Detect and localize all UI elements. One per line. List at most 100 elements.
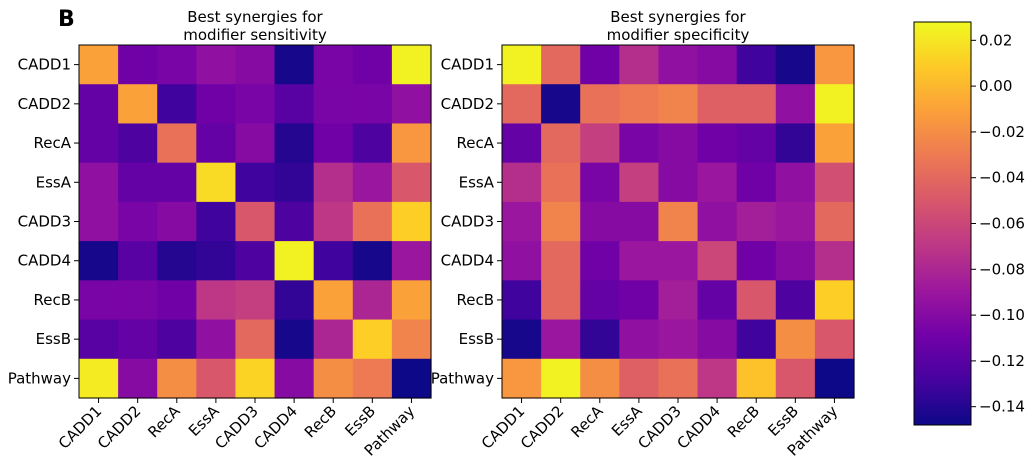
heatmap-cell-3-7	[775, 162, 816, 203]
heatmap-cell-2-7	[775, 123, 816, 164]
heatmap-cell-0-6	[313, 45, 354, 85]
heatmap-cell-5-4	[658, 241, 699, 281]
heatmap-cell-6-4	[235, 280, 276, 321]
heatmap-cell-3-6	[736, 162, 777, 203]
heatmap-cell-6-6	[313, 280, 354, 321]
row-tick-label: CADD1	[18, 56, 71, 74]
heatmap-cell-3-4	[235, 162, 276, 203]
heatmap-cell-8-1	[118, 358, 158, 399]
heatmap-cell-1-1	[541, 84, 581, 125]
col-tick-label: CADD4	[673, 402, 723, 452]
heatmap-cell-6-0	[79, 280, 119, 321]
heatmap-cell-1-0	[502, 84, 542, 125]
heatmap-cell-4-5	[274, 201, 315, 242]
heatmap-cell-3-4	[658, 162, 699, 203]
heatmap-cell-4-8	[814, 201, 855, 242]
row-tick-label: RecB	[456, 291, 494, 309]
row-tick-label: EssB	[459, 330, 494, 348]
heatmap-cell-0-0	[79, 45, 119, 85]
heatmap-cell-7-5	[697, 319, 738, 360]
heatmap-cell-6-3	[196, 280, 237, 321]
heatmap-cell-3-0	[502, 162, 542, 203]
heatmap-cell-3-8	[391, 162, 432, 203]
heatmap-cell-3-1	[118, 162, 158, 203]
heatmap-cell-5-8	[814, 241, 855, 281]
heatmap-cell-4-6	[736, 201, 777, 242]
heatmap-cell-1-5	[697, 84, 738, 125]
heatmap-cell-0-3	[196, 45, 237, 85]
heatmap-cell-3-3	[196, 162, 237, 203]
heatmap-cell-1-8	[391, 84, 432, 125]
heatmap-cell-7-8	[814, 319, 855, 360]
colorbar-tick-label: −0.04	[979, 169, 1025, 187]
heatmap-cell-4-8	[391, 201, 432, 242]
row-tick-label: RecA	[457, 134, 495, 152]
heatmap-cell-3-2	[157, 162, 197, 203]
heatmap-cell-1-8	[814, 84, 855, 125]
colorbar-gradient	[913, 21, 972, 426]
row-tick-label: EssA	[459, 173, 495, 191]
heatmap-cell-5-1	[118, 241, 158, 281]
heatmap-cell-1-4	[658, 84, 699, 125]
heatmap-cell-7-0	[502, 319, 542, 360]
heatmap-cell-1-7	[352, 84, 393, 125]
heatmap-cell-5-5	[697, 241, 738, 281]
heatmap-cell-7-1	[118, 319, 158, 360]
heatmap-cell-7-3	[619, 319, 660, 360]
row-tick-label: EssA	[36, 173, 72, 191]
heatmap-title-line-1: Best synergies for	[187, 8, 323, 26]
heatmap-cell-2-0	[502, 123, 542, 164]
heatmap-cell-2-3	[619, 123, 660, 164]
heatmap-cell-8-5	[274, 358, 315, 399]
heatmap-cell-3-8	[814, 162, 855, 203]
heatmap-cell-4-1	[541, 201, 581, 242]
heatmap-cell-4-4	[235, 201, 276, 242]
heatmap-cell-6-1	[541, 280, 581, 321]
heatmap-frame	[78, 44, 432, 399]
heatmap-cell-0-2	[580, 45, 620, 85]
heatmap-cell-5-3	[619, 241, 660, 281]
heatmap-cell-4-5	[697, 201, 738, 242]
heatmap-cell-5-3	[196, 241, 237, 281]
colorbar-tick-label: −0.14	[979, 398, 1025, 416]
heatmap-cell-0-4	[658, 45, 699, 85]
heatmap-cell-5-8	[391, 241, 432, 281]
heatmap-cell-8-6	[736, 358, 777, 399]
heatmap-cell-4-7	[352, 201, 393, 242]
heatmap-cell-6-3	[619, 280, 660, 321]
heatmap-cell-2-5	[697, 123, 738, 164]
heatmap-cell-8-4	[658, 358, 699, 399]
heatmap-title-line-2: modifier specificity	[607, 26, 750, 44]
colorbar-tick-label: −0.12	[979, 352, 1025, 370]
heatmap-cell-6-5	[274, 280, 315, 321]
heatmap-cell-3-6	[313, 162, 354, 203]
heatmap-cell-7-2	[580, 319, 620, 360]
heatmap-title-line-1: Best synergies for	[610, 8, 746, 26]
heatmap-cell-0-1	[541, 45, 581, 85]
row-tick-label: CADD2	[441, 95, 494, 113]
heatmap-cell-5-4	[235, 241, 276, 281]
heatmap-cell-8-0	[502, 358, 542, 399]
heatmap-cell-3-5	[697, 162, 738, 203]
heatmap-cell-6-8	[814, 280, 855, 321]
colorbar-tick-label: 0.00	[979, 77, 1012, 95]
heatmap-cell-4-2	[580, 201, 620, 242]
heatmap-cell-1-2	[157, 84, 197, 125]
row-tick-label: Pathway	[8, 369, 71, 387]
heatmap-cell-4-2	[157, 201, 197, 242]
panel-label: B	[58, 7, 75, 32]
row-tick-label: CADD4	[441, 252, 494, 270]
heatmap-cell-8-3	[619, 358, 660, 399]
row-tick-label: CADD3	[441, 213, 494, 231]
heatmap-cell-2-2	[157, 123, 197, 164]
heatmap-cell-5-1	[541, 241, 581, 281]
heatmap-cell-8-8	[391, 358, 432, 399]
heatmap-cell-1-2	[580, 84, 620, 125]
heatmap-cell-5-0	[502, 241, 542, 281]
heatmap-cell-7-5	[274, 319, 315, 360]
heatmap-cell-4-0	[79, 201, 119, 242]
heatmap-cell-6-5	[697, 280, 738, 321]
row-tick-label: EssB	[36, 330, 71, 348]
heatmap-cell-7-4	[658, 319, 699, 360]
heatmap-cell-1-0	[79, 84, 119, 125]
